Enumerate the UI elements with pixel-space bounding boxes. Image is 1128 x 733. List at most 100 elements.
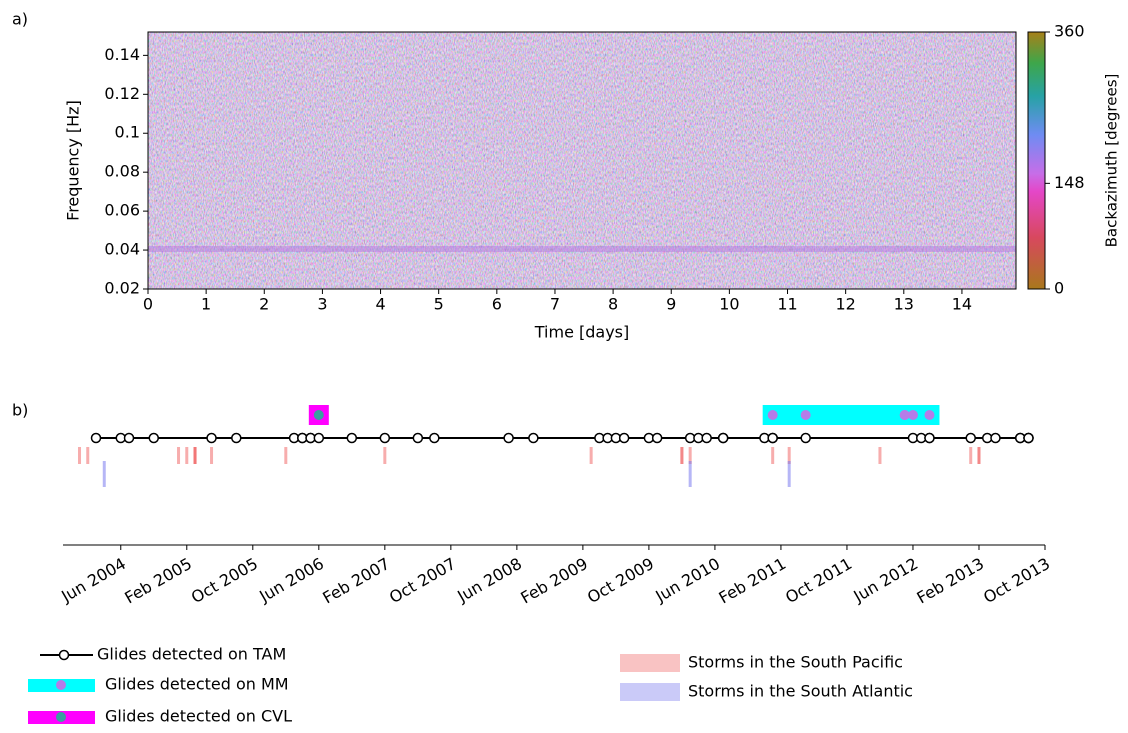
glide-box [762, 405, 940, 425]
x-tick-label: 12 [835, 295, 855, 314]
legend-marker [56, 680, 66, 690]
tam-glide [990, 432, 1001, 444]
spectrogram-tint [148, 32, 1016, 289]
tam-glide [429, 432, 440, 444]
y-tick-label: 0.12 [104, 84, 140, 103]
spectrogram-band [148, 246, 1016, 252]
legend-label: Glides detected on MM [105, 675, 289, 694]
x-tick-label: Oct 2013 [980, 554, 1053, 607]
storm-bar [878, 447, 882, 464]
legend-label: Storms in the South Pacific [688, 653, 903, 672]
x-tick-label: Jun 2006 [255, 554, 327, 606]
y-tick-label: 0.02 [104, 279, 140, 298]
x-tick-label: 13 [894, 295, 914, 314]
x-tick-label: Jun 2010 [651, 554, 723, 606]
y-axis-label: Frequency [Hz] [64, 100, 83, 221]
tam-glide [90, 432, 102, 444]
x-tick-label: 11 [777, 295, 797, 314]
legend-marker [56, 712, 66, 722]
legend-label: Glides detected on TAM [97, 645, 286, 664]
x-tick-label: Oct 2011 [782, 554, 855, 607]
legend-marker [58, 649, 70, 661]
legend-label: Storms in the South Atlantic [688, 682, 913, 701]
tam-glide [412, 432, 424, 444]
colorbar-tick-label: 360 [1054, 22, 1085, 41]
tam-glide [800, 432, 811, 444]
storm-bar [771, 447, 775, 464]
y-tick-label: 0.08 [104, 162, 140, 181]
storm-bar [210, 447, 214, 464]
glide-marker [767, 410, 778, 420]
y-tick-label: 0.1 [115, 123, 140, 142]
storm-bar [185, 447, 189, 464]
x-tick-label: 14 [952, 295, 972, 314]
x-tick-label: Jun 2012 [850, 554, 922, 606]
glide-marker [899, 410, 910, 420]
glide-marker [924, 410, 935, 420]
storm-bar [969, 447, 973, 464]
colorbar-label: Backazimuth [degrees] [1103, 74, 1121, 248]
storm-bar [680, 447, 684, 464]
tam-glide [767, 432, 778, 444]
storm-bar [78, 447, 82, 464]
storm-bar [102, 461, 106, 487]
y-tick-label: 0.14 [104, 45, 140, 64]
glide-marker [313, 410, 324, 420]
x-tick-label: Feb 2011 [715, 554, 789, 608]
legend-patch [620, 654, 680, 672]
storm-bar [688, 447, 692, 464]
x-tick-label: Oct 2009 [584, 554, 657, 607]
tam-glide [148, 432, 160, 444]
x-tick-label: Feb 2009 [517, 554, 591, 608]
tam-glide [123, 432, 135, 444]
y-tick-label: 0.06 [104, 201, 140, 220]
x-tick-label: 3 [317, 295, 327, 314]
storm-bar [787, 461, 791, 487]
tam-glide [1023, 432, 1034, 444]
x-tick-label: Jun 2008 [453, 554, 525, 606]
x-tick-label: 1 [201, 295, 211, 314]
tam-glide [206, 432, 217, 444]
storm-bar [193, 447, 197, 464]
legend-label: Glides detected on CVL [105, 707, 292, 726]
tam-glide [651, 432, 663, 444]
storm-bar [177, 447, 181, 464]
colorbar [1027, 31, 1046, 290]
x-tick-label: 7 [550, 295, 560, 314]
storm-bar [787, 447, 791, 464]
storm-bar [284, 447, 288, 464]
colorbar-tick-label: 0 [1054, 279, 1064, 298]
x-tick-label: 2 [259, 295, 269, 314]
x-tick-label: Feb 2013 [914, 554, 988, 608]
spectrogram-image [148, 32, 1016, 289]
tam-glide [313, 432, 325, 444]
x-tick-label: 10 [719, 295, 739, 314]
tam-glide [717, 432, 729, 444]
x-tick-label: Feb 2007 [319, 554, 393, 608]
panel-label: a) [12, 10, 28, 29]
x-tick-label: Jun 2004 [57, 554, 129, 606]
x-tick-label: Feb 2005 [121, 554, 195, 608]
storm-bar [977, 447, 981, 464]
x-axis-label: Time [days] [534, 323, 630, 342]
tam-glide [528, 432, 539, 444]
x-tick-label: 5 [434, 295, 444, 314]
tam-glide [346, 432, 358, 444]
plot-frame [147, 31, 1017, 290]
tam-glide [965, 432, 976, 444]
x-tick-label: 9 [666, 295, 676, 314]
tam-glide [701, 432, 712, 444]
x-tick-label: Oct 2005 [188, 554, 261, 607]
storm-bar [688, 461, 692, 487]
tam-glide [379, 432, 391, 444]
legend-patch [620, 683, 680, 701]
tam-glide [503, 432, 514, 444]
tam-glide [618, 432, 630, 444]
storm-bar [86, 447, 90, 464]
x-tick-label: 6 [492, 295, 502, 314]
x-tick-label: 4 [375, 295, 385, 314]
storm-bar [383, 447, 387, 464]
glide-marker [800, 410, 811, 420]
y-tick-label: 0.04 [104, 240, 140, 259]
